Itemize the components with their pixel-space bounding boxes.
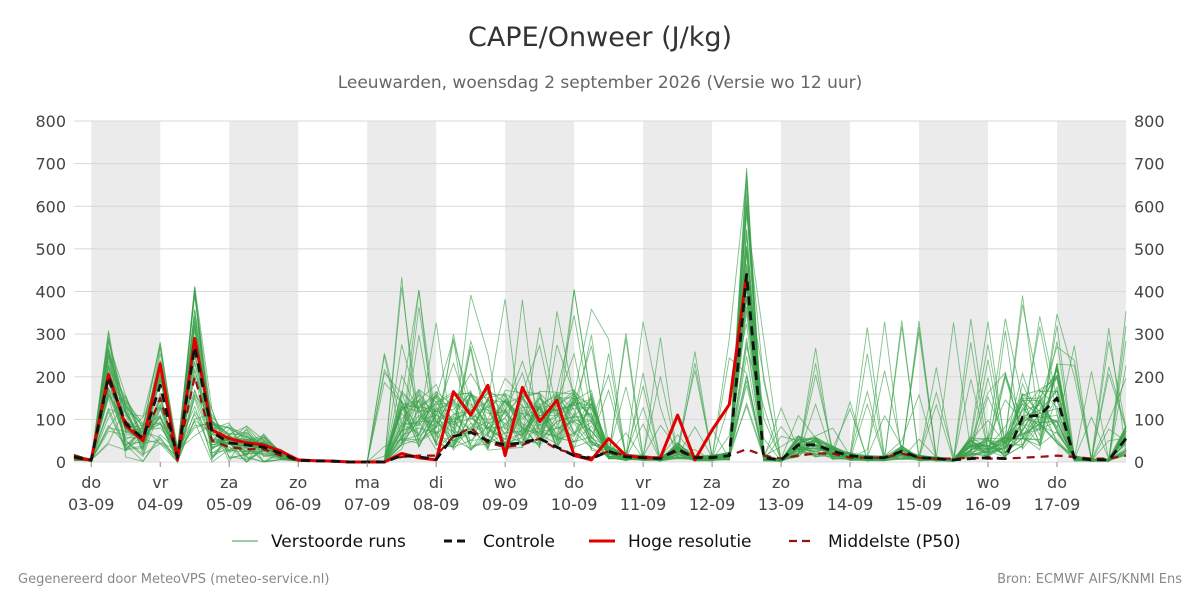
x-tick-date: 08-09	[413, 495, 460, 514]
x-tick-day: za	[220, 473, 238, 492]
y-tick-label-left: 200	[35, 368, 66, 387]
y-axis-ticks: 0 0 100 100 200 200 300 300 400 400 500 500 600 600 70…	[35, 112, 1164, 472]
chart-title: CAPE/Onweer (J/kg)	[467, 22, 732, 53]
y-tick-label-left: 0	[56, 453, 66, 472]
x-tick-date: 03-09	[68, 495, 115, 514]
x-tick-date: 04-09	[137, 495, 184, 514]
y-tick-label-left: 800	[35, 112, 66, 131]
y-tick-label-right: 500	[1134, 240, 1165, 259]
x-tick-day: za	[703, 473, 721, 492]
y-tick-label-right: 0	[1134, 453, 1144, 472]
y-tick-label-left: 300	[35, 325, 66, 344]
x-tick-date: 05-09	[206, 495, 253, 514]
ensemble-run-line	[73, 270, 1127, 463]
y-tick-label-right: 100	[1134, 410, 1165, 429]
y-tick-label-left: 600	[35, 197, 66, 216]
main-series	[73, 272, 1128, 464]
y-tick-label-right: 400	[1134, 283, 1165, 302]
y-tick-label-left: 400	[35, 283, 66, 302]
x-tick-date: 12-09	[689, 495, 736, 514]
x-tick-day: ma	[354, 473, 379, 492]
x-tick-day: wo	[977, 473, 1000, 492]
y-tick-label-left: 100	[35, 410, 66, 429]
y-tick-label-left: 700	[35, 155, 66, 174]
y-tick-label-right: 200	[1134, 368, 1165, 387]
x-tick-date: 13-09	[758, 495, 805, 514]
x-tick-date: 16-09	[965, 495, 1012, 514]
x-tick-day: do	[564, 473, 584, 492]
footer-credit: Gegenereerd door MeteoVPS (meteo-service…	[18, 572, 330, 587]
legend-label-hres: Hoge resolutie	[628, 532, 752, 552]
control-series-line	[73, 272, 1128, 464]
legend-label-p50: Middelste (P50)	[828, 532, 961, 552]
x-tick-day: vr	[635, 473, 651, 492]
x-tick-date: 17-09	[1034, 495, 1081, 514]
x-tick-day: vr	[152, 473, 168, 492]
x-tick-day: ma	[837, 473, 862, 492]
x-axis-ticks: do 03-09 vr 04-09 za 05-09 zo 06-09 ma 07-09 di 08-…	[68, 462, 1080, 514]
x-tick-day: do	[1047, 473, 1067, 492]
x-tick-date: 07-09	[344, 495, 391, 514]
y-tick-label-right: 700	[1134, 155, 1165, 174]
footer-source: Bron: ECMWF AIFS/KNMI Ens	[997, 572, 1182, 587]
legend-label-ens: Verstoorde runs	[271, 532, 406, 552]
x-tick-day: zo	[289, 473, 307, 492]
ensemble-run-line	[73, 246, 1127, 463]
x-tick-day: zo	[772, 473, 790, 492]
x-tick-date: 15-09	[896, 495, 943, 514]
y-tick-label-right: 300	[1134, 325, 1165, 344]
x-tick-date: 10-09	[551, 495, 598, 514]
ensemble-run-line	[73, 251, 1127, 463]
x-tick-date: 14-09	[827, 495, 874, 514]
cape-chart: 0 0 100 100 200 200 300 300 400 400 500 500 600 600 70…	[35, 112, 1164, 552]
x-tick-day: wo	[494, 473, 517, 492]
legend-label-ctl: Controle	[483, 532, 555, 552]
median-series-line	[73, 375, 1127, 464]
x-tick-date: 11-09	[620, 495, 667, 514]
x-tick-date: 09-09	[482, 495, 529, 514]
gridlines	[74, 120, 1126, 463]
y-tick-label-right: 600	[1134, 197, 1165, 216]
y-tick-label-right: 800	[1134, 112, 1165, 131]
x-tick-day: di	[912, 473, 927, 492]
y-tick-label-left: 500	[35, 240, 66, 259]
x-tick-date: 06-09	[275, 495, 322, 514]
chart-subtitle: Leeuwarden, woensdag 2 september 2026 (V…	[337, 73, 863, 93]
legend: Verstoorde runs Controle Hoge resolutie Mid…	[232, 532, 961, 552]
x-tick-day: di	[429, 473, 444, 492]
x-tick-day: do	[81, 473, 101, 492]
